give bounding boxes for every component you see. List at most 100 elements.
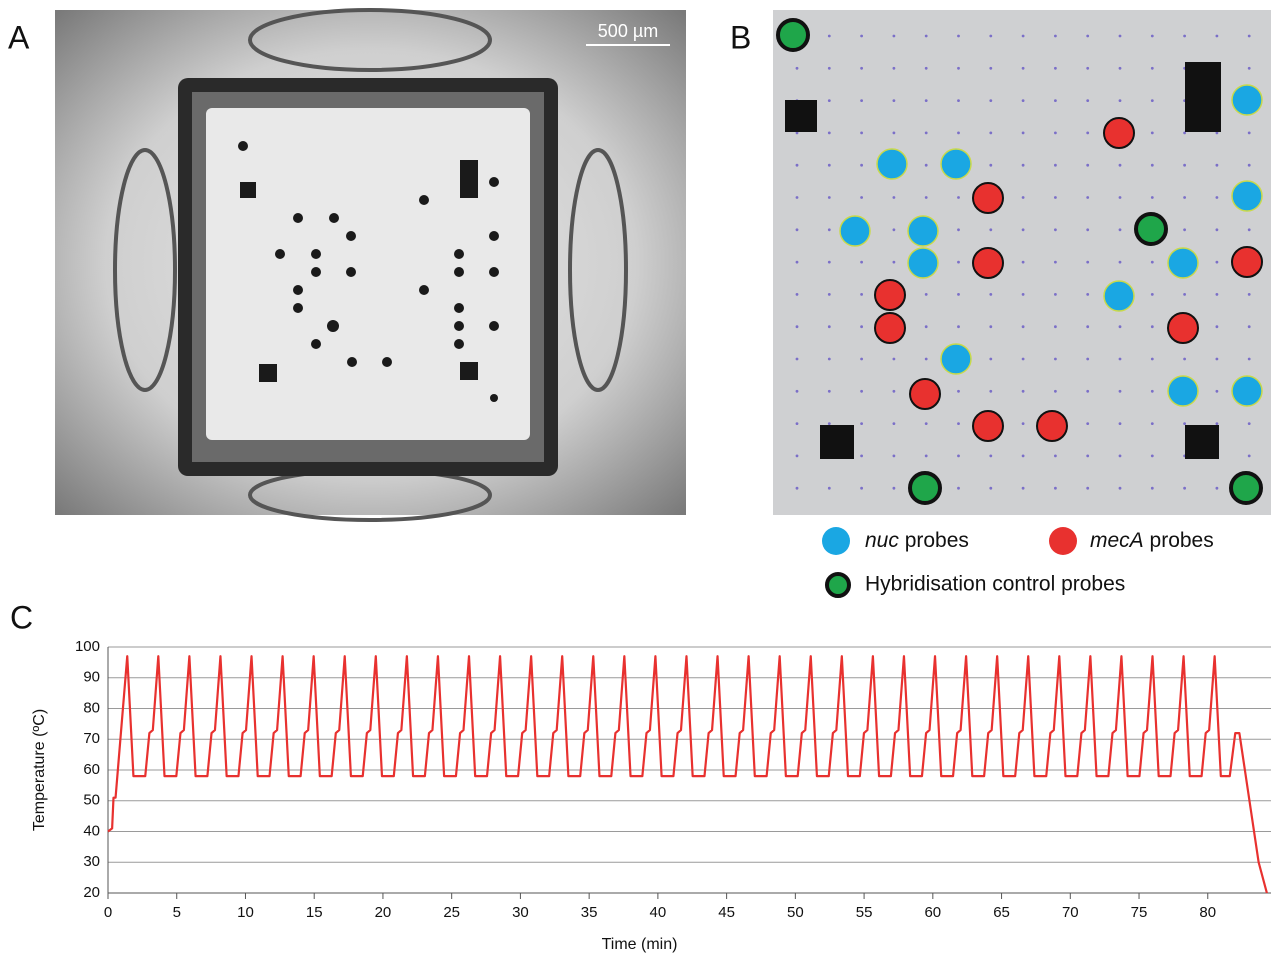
array-dot xyxy=(827,357,831,361)
array-dot xyxy=(1150,486,1154,490)
probe xyxy=(874,312,906,344)
array-dot xyxy=(827,293,831,296)
array-dot xyxy=(1021,99,1025,102)
array-dot xyxy=(924,357,928,361)
array-dot xyxy=(1247,357,1251,361)
ring xyxy=(248,8,492,72)
legend-entry: Hybridisation control probes xyxy=(865,573,1125,596)
array-dot xyxy=(1150,357,1154,361)
array-dot xyxy=(1086,325,1090,329)
array-dot xyxy=(1150,99,1154,102)
array-dot xyxy=(1150,131,1154,135)
array-dot xyxy=(1021,293,1025,296)
array-dot xyxy=(1021,163,1025,167)
array-dot xyxy=(1054,357,1057,361)
array-dot xyxy=(827,486,831,490)
probe xyxy=(907,215,939,247)
panel-label: B xyxy=(730,19,751,55)
x-tick-label: 0 xyxy=(104,904,112,921)
array-dot xyxy=(989,357,993,361)
array-dot xyxy=(795,486,799,490)
probe xyxy=(1103,280,1135,312)
array-dot xyxy=(989,325,993,329)
array-dot xyxy=(1183,163,1186,167)
probe xyxy=(1231,180,1263,212)
x-axis-label: Time (min) xyxy=(602,936,678,953)
array-dot xyxy=(957,34,960,38)
array-dot xyxy=(892,34,896,38)
array-dot xyxy=(989,228,993,232)
array-dot xyxy=(924,34,928,38)
array-dot xyxy=(924,131,928,135)
array-dot xyxy=(1021,454,1025,458)
array-dot xyxy=(1150,34,1154,38)
array-dot xyxy=(1054,34,1057,38)
array-dot xyxy=(1215,486,1219,490)
array-dot xyxy=(892,357,896,361)
x-tick-label: 10 xyxy=(237,904,254,921)
array-dot xyxy=(1086,260,1090,264)
array-dot xyxy=(1215,422,1219,425)
array-dot xyxy=(827,131,831,135)
array-dot xyxy=(1086,163,1090,167)
array-dot xyxy=(989,66,993,70)
array-dot xyxy=(1054,389,1057,393)
panel-b: B nuc probes mecA probes Hybridisation c… xyxy=(730,10,1271,598)
array-dot xyxy=(1118,99,1122,102)
array-dot xyxy=(795,389,799,393)
chart: 20 30 40 50 60 70 80 90 100 0 5 10 15 20 25 30 35 40 45 50 5… xyxy=(31,638,1271,953)
array-dot xyxy=(860,357,863,361)
array-dot xyxy=(1054,228,1057,232)
array-dot xyxy=(1215,196,1219,199)
array-dot xyxy=(1021,34,1025,38)
array-dot xyxy=(1021,260,1025,264)
y-axis-label: Temperature (ºC) xyxy=(31,709,48,831)
y-tick-label: 20 xyxy=(83,884,100,901)
probe xyxy=(776,18,810,52)
array-dot xyxy=(1054,293,1057,296)
x-tick-label: 70 xyxy=(1062,904,1079,921)
array-dot xyxy=(795,422,799,425)
array-dot xyxy=(860,66,863,70)
array-dot xyxy=(1021,325,1025,329)
array-dot xyxy=(1021,66,1025,70)
chamber xyxy=(206,108,530,440)
x-tick-label: 30 xyxy=(512,904,529,921)
array-dot xyxy=(924,163,928,167)
array-dot xyxy=(1183,131,1186,135)
array-dot xyxy=(1118,196,1122,199)
temperature-line xyxy=(107,655,1268,894)
markers xyxy=(785,62,1221,459)
x-tick-label: 35 xyxy=(581,904,598,921)
array-dot xyxy=(957,260,960,264)
array-dot xyxy=(827,228,831,232)
array-dot xyxy=(1021,486,1025,490)
array-dot xyxy=(1118,260,1122,264)
probe xyxy=(908,471,942,505)
array-dot xyxy=(1247,325,1251,329)
array-dot xyxy=(1183,228,1186,232)
array-dot xyxy=(1054,486,1057,490)
probe xyxy=(1231,84,1263,116)
array-dot xyxy=(1183,357,1186,361)
array-dot xyxy=(795,131,799,135)
array-dot xyxy=(892,131,896,135)
array-dot xyxy=(1215,325,1219,329)
array-dot xyxy=(795,454,799,458)
probe xyxy=(972,410,1004,442)
array-dot xyxy=(1247,454,1251,458)
array-dot xyxy=(957,99,960,102)
spots xyxy=(238,141,499,402)
array-dot xyxy=(957,293,960,296)
array-dot xyxy=(1086,454,1090,458)
array-dot xyxy=(957,196,960,199)
x-tick-label: 65 xyxy=(993,904,1010,921)
array-dot xyxy=(1086,486,1090,490)
array-dot xyxy=(860,293,863,296)
legend-gene: mecA xyxy=(1090,529,1144,552)
array-dot xyxy=(989,486,993,490)
array-dot xyxy=(827,325,831,329)
array-dot xyxy=(1247,293,1251,296)
array-dot xyxy=(1054,196,1057,199)
